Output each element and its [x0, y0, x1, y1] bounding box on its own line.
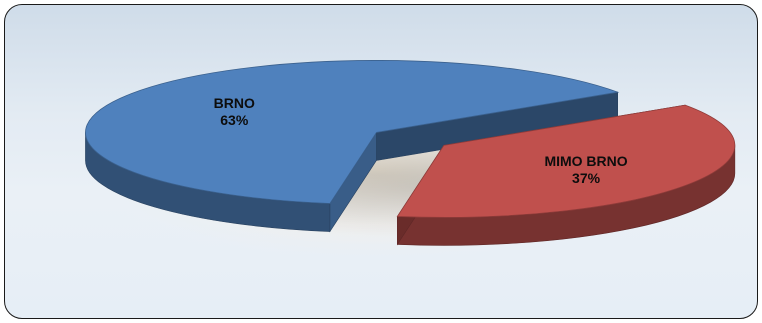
slice-value-brno: 63%	[220, 112, 249, 128]
slice-label-brno: BRNO	[214, 95, 255, 111]
slice-mimo-brno	[396, 104, 736, 246]
slice-top	[396, 104, 736, 218]
slice-brno	[85, 60, 620, 233]
slice-top	[85, 60, 620, 204]
chart-frame: BRNO 63% MIMO BRNO 37%	[4, 4, 758, 319]
slice-value-mimo-brno: 37%	[572, 170, 601, 186]
slice-label-mimo-brno: MIMO BRNO	[544, 153, 627, 169]
